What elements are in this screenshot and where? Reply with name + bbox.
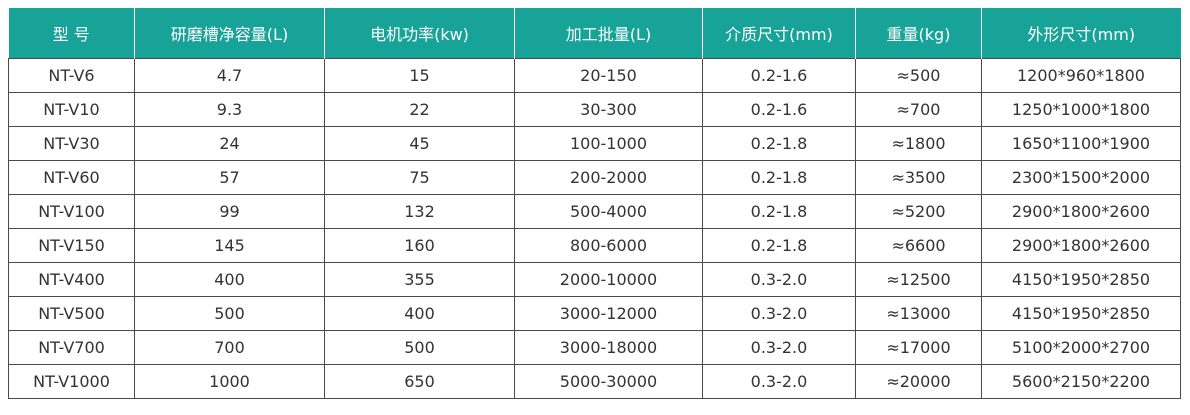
table-row: NT-V1000 1000 650 5000-30000 0.3-2.0 ≈20… bbox=[8, 364, 1181, 399]
cell-weight: ≈20000 bbox=[855, 364, 982, 399]
cell-motor-power: 45 bbox=[324, 126, 515, 161]
cell-motor-power: 15 bbox=[324, 58, 515, 93]
cell-net-capacity: 9.3 bbox=[134, 92, 325, 127]
cell-motor-power: 400 bbox=[324, 296, 515, 331]
table-row: NT-V150 145 160 800-6000 0.2-1.8 ≈6600 2… bbox=[8, 228, 1181, 263]
cell-dimensions: 2300*1500*2000 bbox=[981, 160, 1181, 195]
cell-batch-size: 30-300 bbox=[514, 92, 703, 127]
header-media-size: 介质尺寸(mm) bbox=[702, 8, 856, 59]
cell-motor-power: 22 bbox=[324, 92, 515, 127]
cell-model: NT-V100 bbox=[8, 194, 135, 229]
cell-model: NT-V500 bbox=[8, 296, 135, 331]
header-row: 型 号 研磨槽净容量(L) 电机功率(kw) 加工批量(L) 介质尺寸(mm) … bbox=[8, 8, 1181, 59]
cell-media-size: 0.3-2.0 bbox=[702, 262, 856, 297]
cell-dimensions: 5600*2150*2200 bbox=[981, 364, 1181, 399]
cell-weight: ≈13000 bbox=[855, 296, 982, 331]
cell-weight: ≈1800 bbox=[855, 126, 982, 161]
cell-net-capacity: 500 bbox=[134, 296, 325, 331]
cell-batch-size: 3000-12000 bbox=[514, 296, 703, 331]
cell-net-capacity: 1000 bbox=[134, 364, 325, 399]
cell-net-capacity: 700 bbox=[134, 330, 325, 365]
cell-dimensions: 1650*1100*1900 bbox=[981, 126, 1181, 161]
header-weight: 重量(kg) bbox=[855, 8, 982, 59]
cell-weight: ≈12500 bbox=[855, 262, 982, 297]
header-model: 型 号 bbox=[8, 8, 135, 59]
cell-media-size: 0.3-2.0 bbox=[702, 330, 856, 365]
cell-net-capacity: 99 bbox=[134, 194, 325, 229]
table-row: NT-V400 400 355 2000-10000 0.3-2.0 ≈1250… bbox=[8, 262, 1181, 297]
header-batch-size: 加工批量(L) bbox=[514, 8, 703, 59]
cell-model: NT-V150 bbox=[8, 228, 135, 263]
cell-weight: ≈17000 bbox=[855, 330, 982, 365]
cell-media-size: 0.3-2.0 bbox=[702, 296, 856, 331]
cell-model: NT-V30 bbox=[8, 126, 135, 161]
cell-weight: ≈3500 bbox=[855, 160, 982, 195]
cell-net-capacity: 400 bbox=[134, 262, 325, 297]
cell-net-capacity: 57 bbox=[134, 160, 325, 195]
cell-model: NT-V400 bbox=[8, 262, 135, 297]
header-motor-power: 电机功率(kw) bbox=[324, 8, 515, 59]
cell-weight: ≈5200 bbox=[855, 194, 982, 229]
cell-batch-size: 800-6000 bbox=[514, 228, 703, 263]
cell-motor-power: 132 bbox=[324, 194, 515, 229]
header-dimensions: 外形尺寸(mm) bbox=[981, 8, 1181, 59]
cell-batch-size: 3000-18000 bbox=[514, 330, 703, 365]
cell-net-capacity: 4.7 bbox=[134, 58, 325, 93]
cell-motor-power: 500 bbox=[324, 330, 515, 365]
cell-batch-size: 100-1000 bbox=[514, 126, 703, 161]
cell-model: NT-V700 bbox=[8, 330, 135, 365]
cell-batch-size: 5000-30000 bbox=[514, 364, 703, 399]
cell-motor-power: 355 bbox=[324, 262, 515, 297]
cell-media-size: 0.2-1.6 bbox=[702, 92, 856, 127]
cell-net-capacity: 145 bbox=[134, 228, 325, 263]
table-row: NT-V30 24 45 100-1000 0.2-1.8 ≈1800 1650… bbox=[8, 126, 1181, 161]
cell-media-size: 0.3-2.0 bbox=[702, 364, 856, 399]
cell-motor-power: 650 bbox=[324, 364, 515, 399]
cell-batch-size: 20-150 bbox=[514, 58, 703, 93]
cell-media-size: 0.2-1.8 bbox=[702, 126, 856, 161]
cell-model: NT-V6 bbox=[8, 58, 135, 93]
cell-dimensions: 2900*1800*2600 bbox=[981, 228, 1181, 263]
cell-batch-size: 2000-10000 bbox=[514, 262, 703, 297]
cell-net-capacity: 24 bbox=[134, 126, 325, 161]
spec-table-container: 型 号 研磨槽净容量(L) 电机功率(kw) 加工批量(L) 介质尺寸(mm) … bbox=[8, 8, 1181, 399]
cell-dimensions: 1200*960*1800 bbox=[981, 58, 1181, 93]
table-row: NT-V6 4.7 15 20-150 0.2-1.6 ≈500 1200*96… bbox=[8, 58, 1181, 93]
cell-motor-power: 75 bbox=[324, 160, 515, 195]
table-row: NT-V100 99 132 500-4000 0.2-1.8 ≈5200 29… bbox=[8, 194, 1181, 229]
cell-motor-power: 160 bbox=[324, 228, 515, 263]
cell-media-size: 0.2-1.8 bbox=[702, 194, 856, 229]
cell-media-size: 0.2-1.6 bbox=[702, 58, 856, 93]
cell-dimensions: 1250*1000*1800 bbox=[981, 92, 1181, 127]
cell-batch-size: 500-4000 bbox=[514, 194, 703, 229]
cell-media-size: 0.2-1.8 bbox=[702, 160, 856, 195]
cell-dimensions: 2900*1800*2600 bbox=[981, 194, 1181, 229]
table-row: NT-V60 57 75 200-2000 0.2-1.8 ≈3500 2300… bbox=[8, 160, 1181, 195]
cell-dimensions: 4150*1950*2850 bbox=[981, 262, 1181, 297]
spec-table: 型 号 研磨槽净容量(L) 电机功率(kw) 加工批量(L) 介质尺寸(mm) … bbox=[8, 8, 1181, 399]
cell-weight: ≈500 bbox=[855, 58, 982, 93]
cell-dimensions: 5100*2000*2700 bbox=[981, 330, 1181, 365]
cell-weight: ≈6600 bbox=[855, 228, 982, 263]
cell-media-size: 0.2-1.8 bbox=[702, 228, 856, 263]
header-net-capacity: 研磨槽净容量(L) bbox=[134, 8, 325, 59]
table-row: NT-V500 500 400 3000-12000 0.3-2.0 ≈1300… bbox=[8, 296, 1181, 331]
cell-model: NT-V1000 bbox=[8, 364, 135, 399]
table-row: NT-V10 9.3 22 30-300 0.2-1.6 ≈700 1250*1… bbox=[8, 92, 1181, 127]
table-row: NT-V700 700 500 3000-18000 0.3-2.0 ≈1700… bbox=[8, 330, 1181, 365]
cell-model: NT-V60 bbox=[8, 160, 135, 195]
cell-batch-size: 200-2000 bbox=[514, 160, 703, 195]
cell-dimensions: 4150*1950*2850 bbox=[981, 296, 1181, 331]
cell-model: NT-V10 bbox=[8, 92, 135, 127]
cell-weight: ≈700 bbox=[855, 92, 982, 127]
